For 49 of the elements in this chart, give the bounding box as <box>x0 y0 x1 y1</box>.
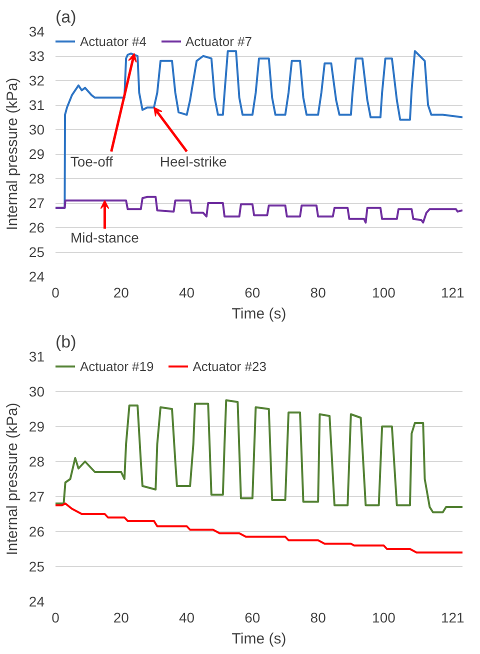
x-tick-label: 40 <box>179 284 195 300</box>
x-tick-label: 0 <box>52 284 60 300</box>
legend-label: Actuator #19 <box>80 358 154 374</box>
line-series <box>56 196 462 224</box>
y-tick-label: 30 <box>28 384 45 400</box>
x-tick-label: 40 <box>179 610 195 626</box>
x-tick-label: 60 <box>244 610 260 626</box>
y-tick-label: 29 <box>28 418 45 434</box>
y-tick-label: 29 <box>28 146 45 162</box>
y-tick-label: 27 <box>28 488 45 504</box>
y-tick-label: 24 <box>28 594 45 610</box>
y-axis-title: Internal pressure (kPa) <box>4 78 21 230</box>
x-tick-label: 121 <box>440 284 465 300</box>
y-tick-label: 31 <box>28 348 45 364</box>
y-tick-label: 34 <box>28 24 45 40</box>
x-tick-label: 100 <box>372 284 396 300</box>
x-tick-label: 80 <box>310 284 326 300</box>
y-tick-label: 31 <box>28 97 45 113</box>
x-tick-label: 0 <box>52 610 60 626</box>
line-series <box>56 399 462 514</box>
x-axis-title: Time (s) <box>232 306 286 322</box>
y-tick-label: 25 <box>28 244 45 260</box>
annotation: Toe-off <box>70 153 113 170</box>
legend-label: Actuator #4 <box>80 34 146 48</box>
y-axis-title: Internal pressure (kPa) <box>4 402 21 556</box>
x-axis-title: Time (s) <box>232 630 286 648</box>
y-tick-label: 33 <box>28 48 45 64</box>
y-tick-label: 27 <box>28 195 45 211</box>
x-tick-label: 100 <box>372 610 396 626</box>
y-tick-label: 30 <box>28 122 45 138</box>
x-tick-label: 20 <box>113 610 130 626</box>
annotation: Mid-stance <box>70 229 140 246</box>
line-series <box>56 502 462 554</box>
x-tick-label: 20 <box>113 284 130 300</box>
chart-title: (a) <box>56 8 76 26</box>
y-tick-label: 25 <box>28 558 45 574</box>
y-tick-label: 28 <box>28 170 45 186</box>
annotation: Heel-strike <box>160 153 228 170</box>
y-tick-label: 24 <box>28 268 45 284</box>
y-tick-label: 32 <box>28 72 45 88</box>
y-tick-label: 26 <box>28 524 45 540</box>
x-tick-label: 80 <box>310 610 326 626</box>
legend-label: Actuator #7 <box>186 34 252 48</box>
legend-label: Actuator #23 <box>192 358 266 374</box>
chart-title: (b) <box>56 332 76 352</box>
y-tick-label: 28 <box>28 454 45 470</box>
y-tick-label: 26 <box>28 220 45 236</box>
x-tick-label: 60 <box>244 284 260 300</box>
x-tick-label: 121 <box>440 610 465 626</box>
